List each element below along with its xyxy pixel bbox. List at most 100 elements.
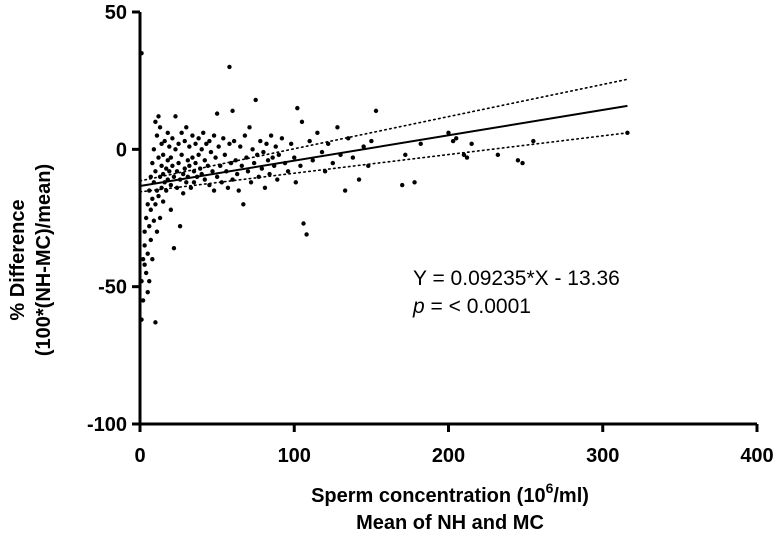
data-point xyxy=(156,155,161,160)
data-point xyxy=(464,155,470,160)
data-point xyxy=(173,147,178,152)
data-point xyxy=(288,141,294,147)
data-point xyxy=(162,138,167,144)
data-point xyxy=(196,152,201,158)
data-point xyxy=(225,185,231,190)
data-point xyxy=(168,155,174,160)
data-point xyxy=(238,144,243,149)
data-point xyxy=(193,160,198,166)
data-point xyxy=(154,133,160,138)
y-tick-label: 50 xyxy=(105,2,127,24)
data-point xyxy=(171,246,177,251)
data-point xyxy=(267,171,272,177)
data-point xyxy=(168,207,174,212)
data-point xyxy=(273,144,278,149)
data-point xyxy=(335,125,340,130)
data-point xyxy=(259,166,265,171)
y-tick-label: -50 xyxy=(98,277,127,299)
data-point xyxy=(285,169,291,174)
data-point xyxy=(461,152,467,158)
data-point xyxy=(403,152,408,158)
data-point xyxy=(151,218,157,223)
data-point xyxy=(262,185,268,190)
data-point xyxy=(202,158,207,163)
data-point xyxy=(148,174,153,179)
data-point xyxy=(211,133,217,138)
data-point xyxy=(160,152,166,158)
data-point xyxy=(231,138,237,144)
confidence-band-upper xyxy=(139,78,629,182)
data-point xyxy=(168,182,174,188)
data-point xyxy=(179,130,184,136)
p-value-annotation: p = < 0.0001 xyxy=(412,295,531,318)
y-axis-title: % Difference (100*(NH-MC)/mean) xyxy=(7,164,55,356)
x-tick-label: 400 xyxy=(740,445,773,467)
data-point xyxy=(214,174,220,179)
data-point xyxy=(236,188,241,193)
data-point xyxy=(199,147,204,152)
data-point xyxy=(515,158,521,163)
data-point xyxy=(153,119,158,125)
data-point xyxy=(176,141,181,147)
x-axis-title-line1: Sperm concentration (106/ml) xyxy=(311,480,589,507)
data-point xyxy=(165,158,170,163)
data-point xyxy=(270,155,275,160)
data-point xyxy=(310,158,315,163)
data-point xyxy=(230,108,235,114)
regression-lines xyxy=(139,78,629,193)
data-point xyxy=(187,144,192,149)
data-point xyxy=(295,105,300,111)
data-point xyxy=(174,169,180,174)
data-point xyxy=(159,141,164,147)
data-point xyxy=(234,171,240,177)
data-point xyxy=(373,108,379,114)
data-point xyxy=(213,155,218,160)
data-point xyxy=(145,289,150,295)
data-point xyxy=(299,119,305,125)
data-point xyxy=(520,160,525,166)
data-point xyxy=(173,114,178,119)
x-tick-label: 300 xyxy=(586,445,619,467)
data-point xyxy=(148,207,153,212)
data-point xyxy=(180,171,186,177)
data-point xyxy=(241,202,246,207)
data-point xyxy=(279,136,285,141)
data-point xyxy=(188,185,194,190)
data-point xyxy=(164,166,169,171)
regression-line xyxy=(139,104,628,188)
data-point xyxy=(418,141,423,147)
data-point xyxy=(160,199,166,204)
data-point xyxy=(412,180,417,185)
data-point xyxy=(216,144,221,149)
data-point xyxy=(219,180,224,185)
data-point xyxy=(187,163,192,169)
data-point xyxy=(258,138,263,144)
data-point xyxy=(356,177,362,182)
data-point xyxy=(245,169,251,174)
data-point xyxy=(304,232,309,237)
data-point xyxy=(148,237,153,243)
data-point xyxy=(167,144,172,149)
data-point xyxy=(265,158,271,163)
data-point xyxy=(495,152,501,158)
data-point xyxy=(140,257,146,262)
data-point xyxy=(150,257,155,262)
data-point xyxy=(151,147,157,152)
data-point xyxy=(177,224,183,229)
data-point xyxy=(210,169,215,174)
data-point xyxy=(184,180,189,185)
data-point xyxy=(330,160,336,166)
data-point xyxy=(400,182,405,188)
data-point xyxy=(147,278,152,284)
x-tick-label: 100 xyxy=(278,445,311,467)
data-point xyxy=(454,136,459,141)
axes: -100 -50 0 50 0 100 200 300 400 xyxy=(87,2,774,467)
data-point xyxy=(156,114,161,119)
data-point xyxy=(204,141,209,147)
y-tick-label: 0 xyxy=(116,139,127,161)
data-point xyxy=(153,202,158,207)
data-point xyxy=(157,215,163,221)
y-axis-title-line2: (100*(NH-MC)/mean) xyxy=(33,164,55,356)
data-point xyxy=(261,149,266,155)
